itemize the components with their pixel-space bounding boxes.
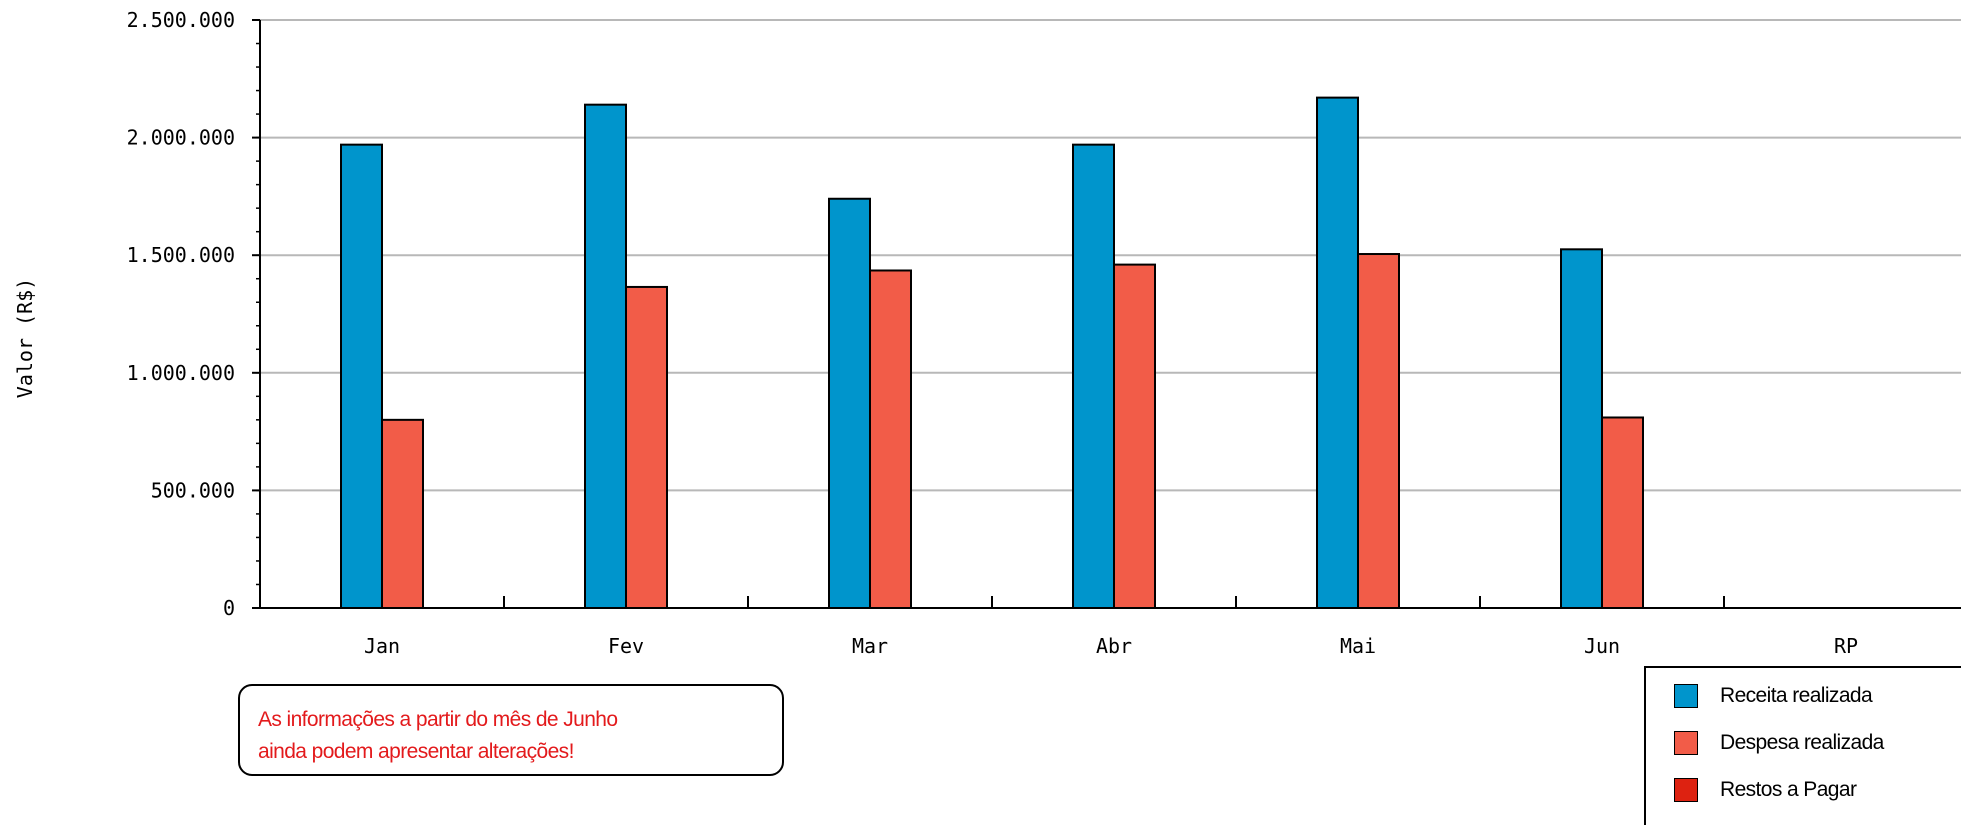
bar-despesa-mar	[869, 269, 912, 609]
legend-label-receita: Receita realizada	[1720, 684, 1873, 707]
y-tick-label: 2.500.000	[127, 8, 235, 32]
axes	[252, 19, 1961, 609]
legend-swatch-despesa	[1674, 731, 1698, 755]
bar-receita-mai	[1316, 96, 1359, 609]
legend-swatch-restos	[1674, 778, 1698, 802]
y-tick-label: 500.000	[151, 478, 235, 502]
x-tick-label: Jun	[1584, 634, 1620, 658]
bar-despesa-jun	[1601, 416, 1644, 609]
legend-label-despesa: Despesa realizada	[1720, 731, 1884, 754]
legend-label-restos: Restos a Pagar	[1720, 778, 1857, 801]
y-tick-label: 1.000.000	[127, 361, 235, 385]
x-tick-label: Fev	[608, 634, 644, 658]
bar-receita-abr	[1072, 143, 1115, 609]
x-tick-label: Abr	[1096, 634, 1132, 658]
bar-receita-jun	[1560, 248, 1603, 609]
y-axis-title: Valor (R$)	[13, 278, 37, 398]
legend: Receita realizada Despesa realizada Rest…	[1644, 666, 1961, 825]
legend-swatch-receita	[1674, 684, 1698, 708]
bar-receita-mar	[828, 197, 871, 609]
bar-despesa-jan	[381, 418, 424, 609]
bar-receita-fev	[584, 103, 627, 609]
data-notice-line-2: ainda podem apresentar alterações!	[258, 740, 574, 763]
x-tick-label: Mai	[1340, 634, 1376, 658]
y-tick-label: 0	[223, 596, 235, 620]
data-notice: As informações a partir do mês de Junho …	[238, 684, 784, 776]
y-tick-label: 1.500.000	[127, 243, 235, 267]
data-notice-line-1: As informações a partir do mês de Junho	[258, 708, 618, 731]
bar-despesa-abr	[1113, 263, 1156, 609]
bar-despesa-fev	[625, 285, 668, 609]
bar-receita-jan	[340, 143, 383, 609]
tick-labels: 0 500.000 1.000.000 1.500.000 2.000.000 2.500…	[127, 8, 1858, 658]
x-tick-label: RP	[1834, 634, 1858, 658]
x-tick-label: Mar	[852, 634, 888, 658]
y-tick-label: 2.000.000	[127, 126, 235, 150]
bars	[340, 96, 1644, 610]
x-tick-label: Jan	[364, 634, 400, 658]
bar-despesa-mai	[1357, 253, 1400, 610]
